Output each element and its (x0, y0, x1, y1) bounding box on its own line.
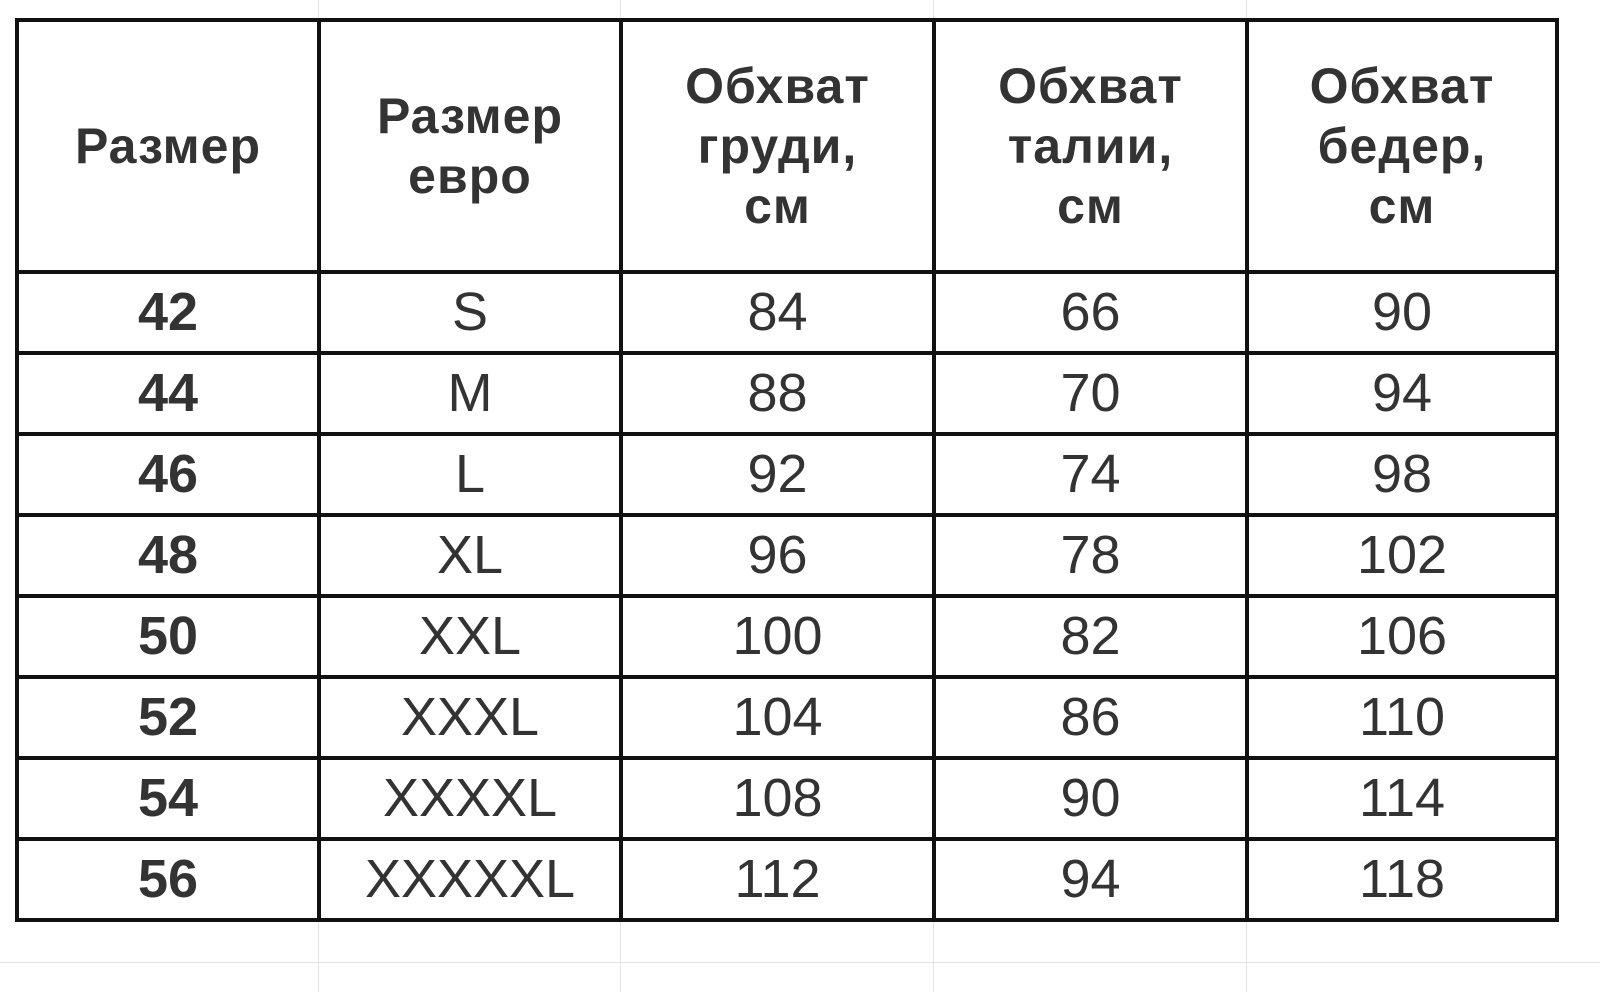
table-cell: 102 (1245, 513, 1559, 598)
header-line: см (744, 178, 811, 234)
table-cell: 104 (619, 675, 936, 760)
header-line: евро (408, 148, 532, 204)
table-cell: XXXL (317, 675, 623, 760)
header-line: бедер, (1317, 118, 1487, 174)
table-cell: 94 (1245, 351, 1559, 436)
table-cell: XL (317, 513, 623, 598)
table-cell: XXXXL (317, 756, 623, 841)
table-cell: 90 (932, 756, 1249, 841)
table-cell: 86 (932, 675, 1249, 760)
table-cell: M (317, 351, 623, 436)
table-cell: 98 (1245, 432, 1559, 517)
column-header: Обхват бедер, см (1245, 18, 1559, 274)
table-row: 44 M 88 70 94 (15, 351, 1559, 436)
header-line: Размер (74, 118, 262, 174)
table-cell: 56 (15, 837, 321, 922)
table-cell: XXXXXL (317, 837, 623, 922)
sheet-gridline (0, 962, 1600, 963)
table-cell: 118 (1245, 837, 1559, 922)
table-row: 46 L 92 74 98 (15, 432, 1559, 517)
table-cell: 70 (932, 351, 1249, 436)
table-cell: 88 (619, 351, 936, 436)
column-header: Обхват талии, см (932, 18, 1249, 274)
table-row: 50 XXL 100 82 106 (15, 594, 1559, 679)
table-cell: 112 (619, 837, 936, 922)
table-cell: S (317, 270, 623, 355)
table-cell: 54 (15, 756, 321, 841)
table-cell: 114 (1245, 756, 1559, 841)
table-row: 56 XXXXXL 112 94 118 (15, 837, 1559, 922)
table-cell: 78 (932, 513, 1249, 598)
header-row: Размер Размер евро Обхват груди, см Обхват тали… (15, 18, 1559, 274)
table-cell: 48 (15, 513, 321, 598)
table-cell: L (317, 432, 623, 517)
table-row: 48 XL 96 78 102 (15, 513, 1559, 598)
table-cell: 108 (619, 756, 936, 841)
table-row: 42 S 84 66 90 (15, 270, 1559, 355)
table-cell: 110 (1245, 675, 1559, 760)
header-line: см (1368, 178, 1436, 234)
table-cell: 94 (932, 837, 1249, 922)
table-cell: 96 (619, 513, 936, 598)
table-cell: 42 (15, 270, 321, 355)
table-row: 54 XXXXL 108 90 114 (15, 756, 1559, 841)
table-cell: 66 (932, 270, 1249, 355)
table-row: 52 XXXL 104 86 110 (15, 675, 1559, 760)
table-cell: 52 (15, 675, 321, 760)
column-header: Размер (15, 18, 321, 274)
table-cell: 74 (932, 432, 1249, 517)
table-cell: 100 (619, 594, 936, 679)
header-line: Обхват (685, 58, 870, 114)
header-line: талии, (1007, 118, 1174, 174)
column-header: Размер евро (317, 18, 623, 274)
table-cell: 44 (15, 351, 321, 436)
table-body: 42 S 84 66 90 44 M 88 70 94 46 L 92 74 98 48 XL 96 78 102 50… (15, 270, 1559, 922)
size-chart-table: Размер Размер евро Обхват груди, см Обхват тали… (15, 18, 1559, 922)
header-line: Размер (376, 88, 564, 144)
table-cell: 92 (619, 432, 936, 517)
header-line: см (1057, 178, 1124, 234)
header-line: груди, (697, 118, 858, 174)
table-cell: 90 (1245, 270, 1559, 355)
header-line: Обхват (1309, 58, 1495, 114)
table-cell: 84 (619, 270, 936, 355)
table-cell: XXL (317, 594, 623, 679)
table-cell: 106 (1245, 594, 1559, 679)
column-header: Обхват груди, см (619, 18, 936, 274)
table-cell: 46 (15, 432, 321, 517)
table-cell: 82 (932, 594, 1249, 679)
table-cell: 50 (15, 594, 321, 679)
header-line: Обхват (998, 58, 1183, 114)
